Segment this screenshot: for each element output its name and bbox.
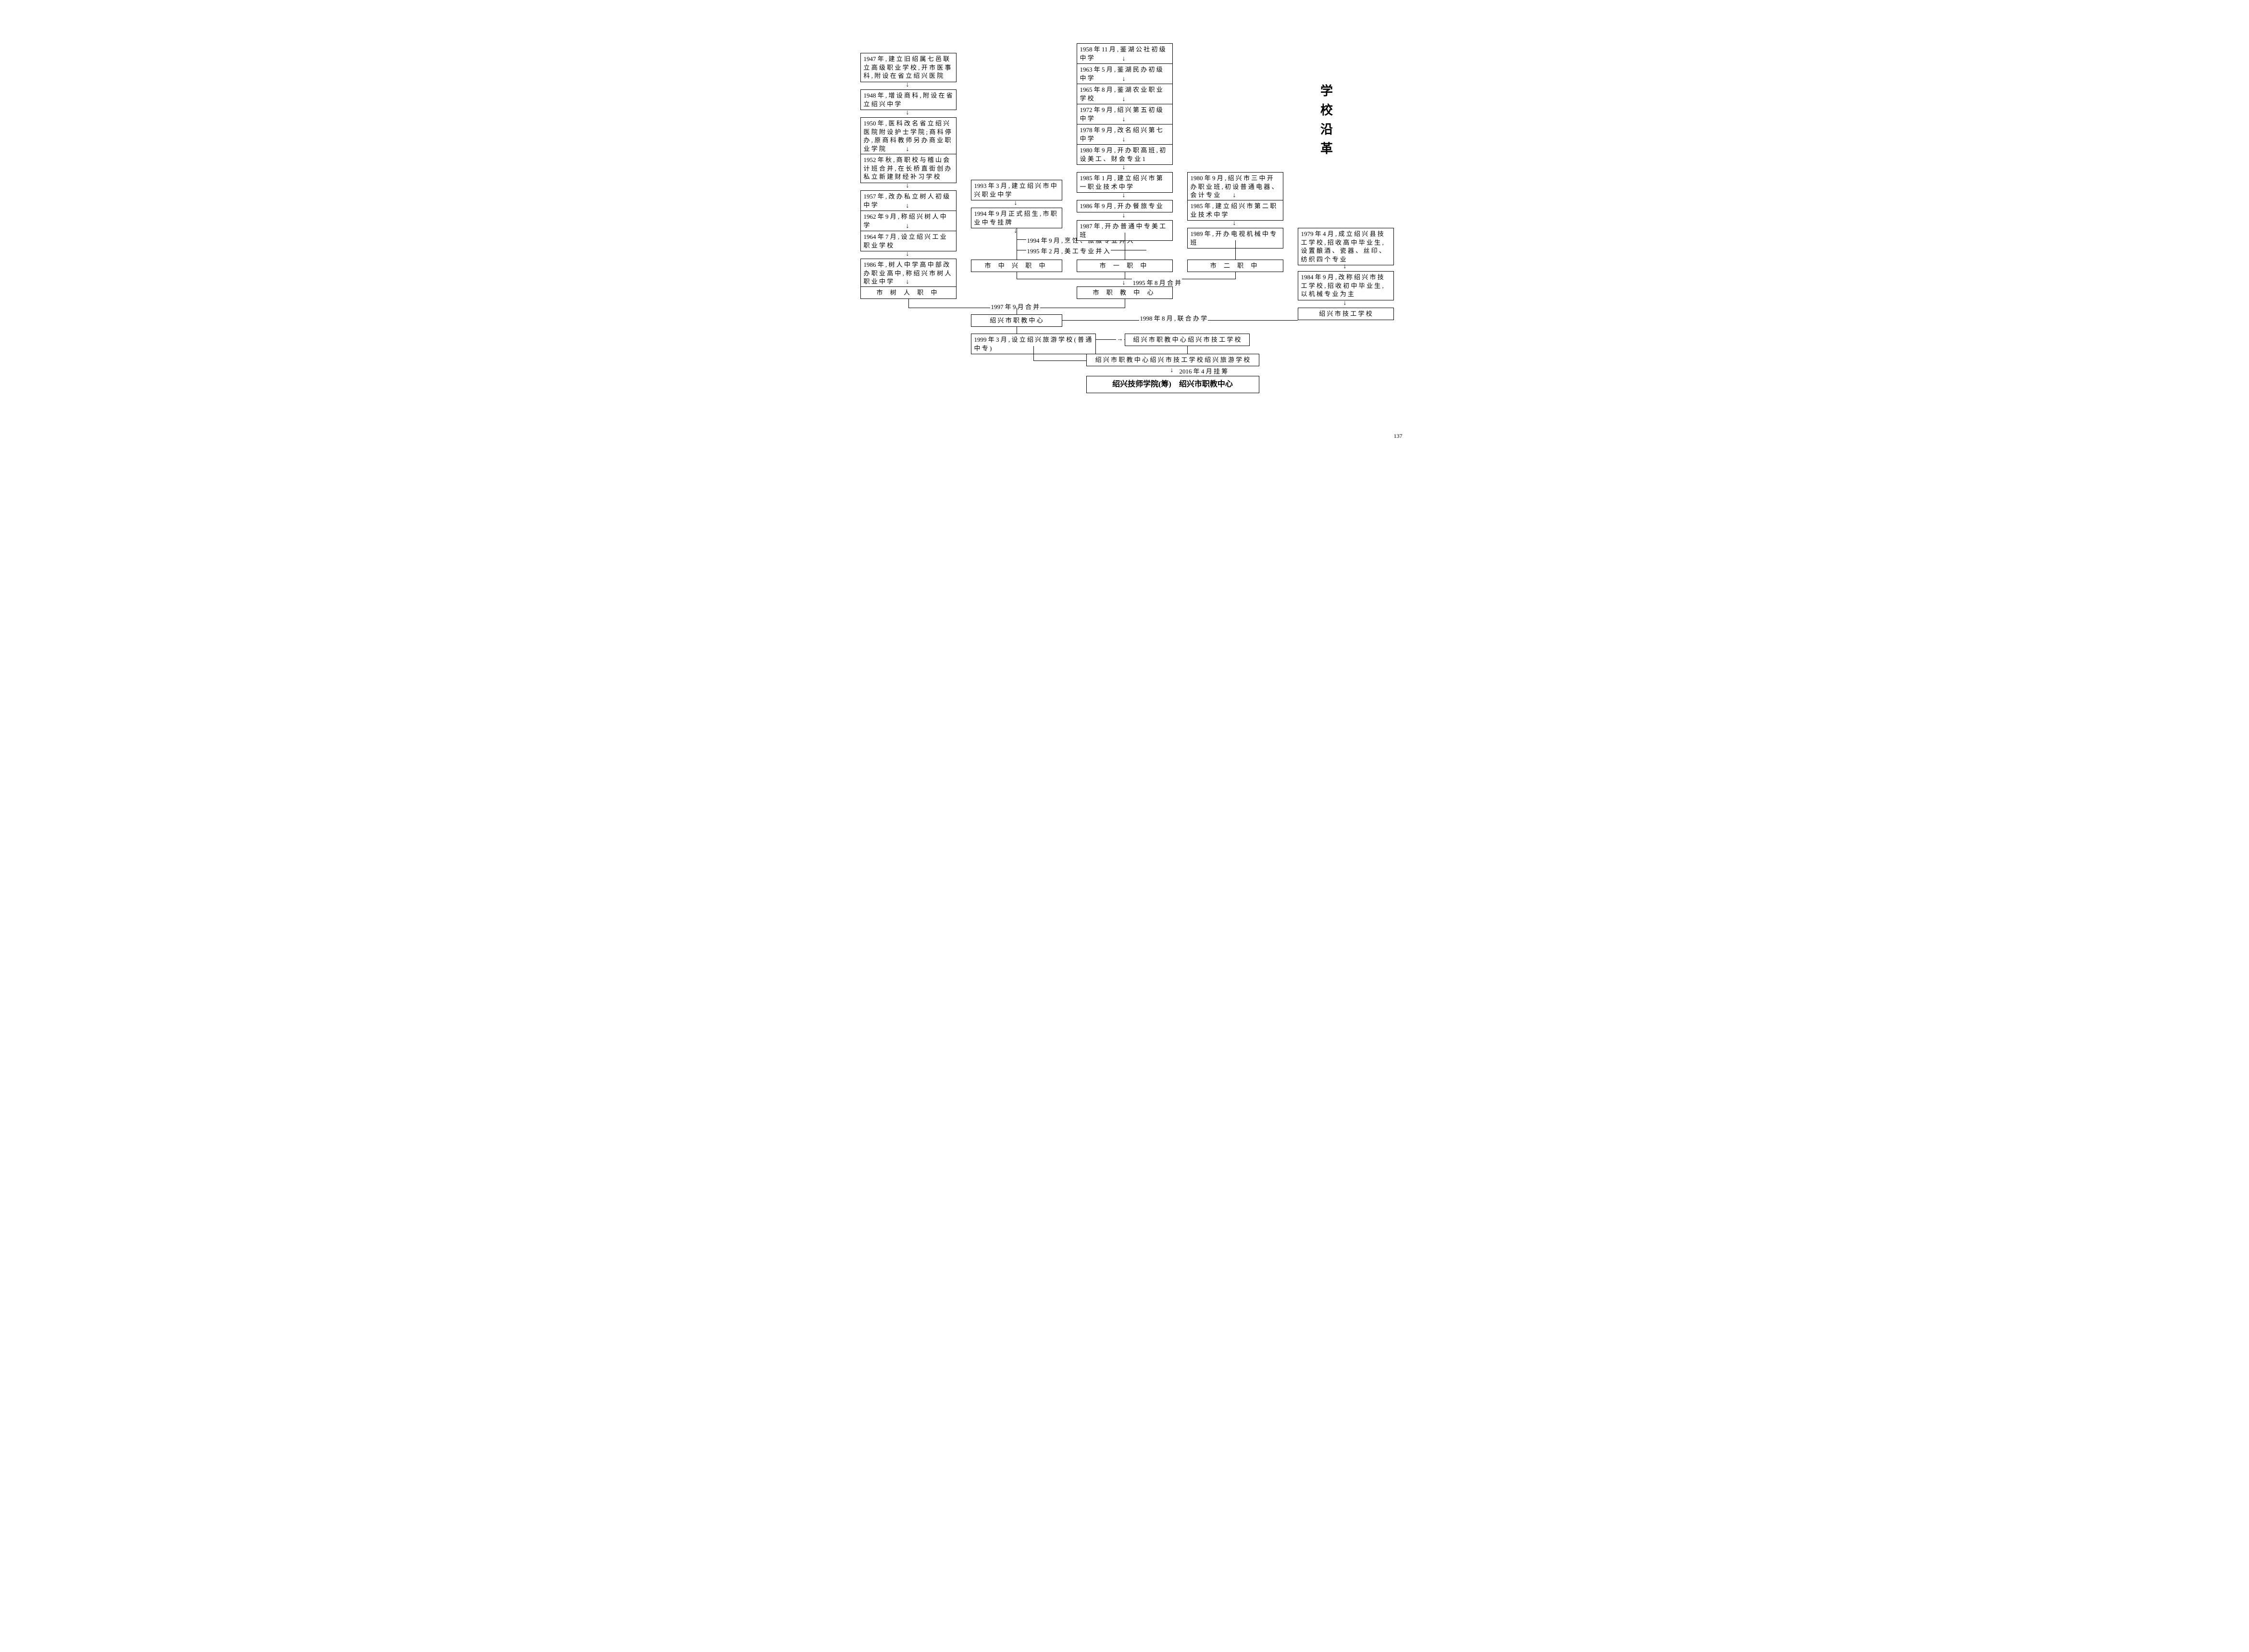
label-1995-merge: 1995 年 2 月 , 美 工 专 业 并 入 xyxy=(1026,246,1111,255)
merge-triple: 绍 兴 市 职 教 中 心 绍 兴 市 技 工 学 校 绍 兴 旅 游 学 校 xyxy=(1086,354,1259,366)
label-1997: 1997 年 9 月 合 并 xyxy=(990,302,1041,311)
colB-zhongxing: 市 中 兴 职 中 xyxy=(971,260,1062,272)
arrow-icon: ↓ xyxy=(906,203,909,210)
colE-1984: 1984 年 9 月 , 改 称 绍 兴 市 技 工 学 校 , 招 收 初 中… xyxy=(1298,271,1394,300)
arrow-icon: ↓ xyxy=(1014,200,1018,207)
connector xyxy=(1235,272,1236,279)
arrow-icon: ↓ xyxy=(1233,220,1236,227)
diagram-page: 学校沿革 1947 年 , 建 立 旧 绍 属 七 邑 联 立 高 级 职 业 … xyxy=(817,0,1432,452)
colC-1980: 1980 年 9 月 , 开 办 职 高 班 , 初 设 美 工 、 财 会 专… xyxy=(1077,144,1173,165)
label-1998: 1998 年 8 月 , 联 合 办 学 xyxy=(1139,313,1208,323)
arrow-icon: ↓ xyxy=(1343,263,1347,270)
colB-1994: 1994 年 9 月 正 式 招 生 , 市 职 业 中 专 挂 牌 xyxy=(971,208,1062,228)
arrow-icon: ↓ xyxy=(1122,212,1126,219)
label-2016: 2016 年 4 月 挂 筹 xyxy=(1179,366,1229,375)
merge-center2: 绍 兴 市 职 教 中 心 xyxy=(971,314,1062,327)
arrow-right: → xyxy=(1116,335,1124,343)
page-title-vertical: 学校沿革 xyxy=(1317,84,1335,161)
arrow-icon: ↓ xyxy=(906,110,909,116)
arrow-icon: ↓ xyxy=(1122,137,1126,143)
arrow-icon: ↓ xyxy=(1122,280,1126,286)
label-1995-merge2: 1995 年 8 月 合 并 xyxy=(1132,278,1182,287)
arrow-icon: ↓ xyxy=(1122,164,1126,171)
arrow-icon: ↓ xyxy=(906,251,909,258)
page-number: 137 xyxy=(1394,433,1403,440)
colA-1948: 1948 年 , 增 设 商 科 , 附 设 在 省 立 绍 兴 中 学 xyxy=(860,89,957,110)
colD-erzhong: 市 二 职 中 xyxy=(1187,260,1283,272)
connector xyxy=(1033,346,1034,360)
arrow-icon: ↓ xyxy=(1170,367,1174,374)
arrow-icon: ↓ xyxy=(906,183,909,189)
colA-1952: 1952 年 秋 , 商 职 校 与 稽 山 会 计 班 合 并 , 在 长 桥… xyxy=(860,154,957,183)
arrow-icon: ↓ xyxy=(1122,56,1126,62)
colE-jigong: 绍 兴 市 技 工 学 校 xyxy=(1298,308,1394,320)
colA-shuren: 市 树 人 职 中 xyxy=(860,286,957,299)
arrow-icon: ↓ xyxy=(1343,300,1347,307)
arrow-icon: ↓ xyxy=(1122,116,1126,123)
colA-1964: 1964 年 7 月 , 设 立 绍 兴 工 业 职 业 学 校 xyxy=(860,231,957,251)
merge-pair: 绍 兴 市 职 教 中 心 绍 兴 市 技 工 学 校 xyxy=(1125,334,1250,346)
colC-1986: 1986 年 9 月 , 开 办 餐 旅 专 业 xyxy=(1077,200,1173,212)
arrow-icon: ↓ xyxy=(1122,192,1126,199)
colD-1985: 1985 年 , 建 立 绍 兴 市 第 二 职 业 技 术 中 学 xyxy=(1187,200,1283,221)
arrow-icon: ↓ xyxy=(1122,96,1126,103)
arrow-icon: ↓ xyxy=(906,279,909,286)
colE-1979: 1979 年 4 月 , 成 立 绍 兴 县 技 工 学 校 , 招 收 高 中… xyxy=(1298,228,1394,265)
connector xyxy=(1187,346,1188,354)
connector xyxy=(908,299,909,308)
arrow-icon: ↓ xyxy=(906,82,909,88)
colB-1993: 1993 年 3 月 , 建 立 绍 兴 市 中 兴 职 业 中 学 xyxy=(971,180,1062,200)
merge-final: 绍兴技师学院(筹) 绍兴市职教中心 xyxy=(1086,376,1259,393)
connector xyxy=(1235,240,1236,260)
arrow-icon: ↓ xyxy=(1233,192,1236,199)
colC-yizhong: 市 一 职 中 xyxy=(1077,260,1173,272)
merge-center1: 市 职 教 中 心 xyxy=(1077,286,1173,299)
colA-1947: 1947 年 , 建 立 旧 绍 属 七 邑 联 立 高 级 职 业 学 校 ,… xyxy=(860,53,957,82)
arrow-icon: ↓ xyxy=(1122,76,1126,83)
arrow-icon: ↓ xyxy=(906,223,909,230)
colC-1985: 1985 年 1 月 , 建 立 绍 兴 市 第 一 职 业 技 术 中 学 xyxy=(1077,172,1173,193)
arrow-icon: ↓ xyxy=(906,146,909,153)
